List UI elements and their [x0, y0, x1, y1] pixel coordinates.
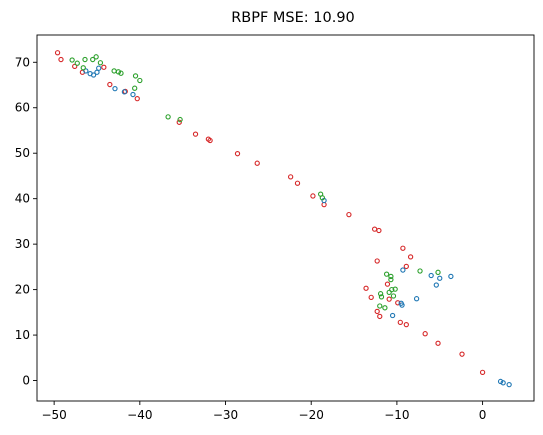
data-point-s0-14 [287, 174, 294, 180]
data-point-s1-16 [399, 302, 405, 308]
data-point-s0-12 [234, 151, 241, 157]
data-point-s0-11 [207, 137, 213, 144]
data-point-s0-21 [400, 245, 406, 251]
data-point-s0-28 [374, 308, 380, 315]
data-point-s0-29 [377, 313, 383, 320]
data-point-s0-34 [422, 331, 428, 337]
data-point-s2-2 [82, 56, 88, 63]
data-point-s0-15 [294, 180, 301, 186]
data-point-s2-29 [382, 305, 388, 311]
data-point-s2-20 [417, 268, 423, 274]
data-point-s0-7 [134, 96, 140, 102]
data-point-s2-17 [383, 271, 390, 277]
data-point-s0-30 [386, 296, 392, 302]
data-point-s2-25 [390, 293, 397, 299]
data-point-s0-32 [397, 319, 403, 325]
data-point-s0-16 [310, 193, 316, 199]
data-point-s1-11 [433, 282, 439, 288]
y-tick-label-1: 10 [15, 328, 30, 342]
data-point-s2-13 [165, 114, 171, 120]
data-point-s1-6 [121, 89, 128, 95]
data-point-s2-23 [392, 286, 398, 292]
data-point-s1-4 [96, 65, 102, 71]
data-point-s0-31 [395, 300, 401, 306]
x-tick-label-0: −50 [41, 408, 66, 422]
data-point-s2-12 [132, 85, 138, 91]
plot-frame [36, 34, 535, 402]
data-point-s0-5 [107, 81, 113, 88]
data-point-s2-26 [377, 291, 384, 297]
data-point-s0-37 [479, 369, 486, 376]
x-tick-label-2: −30 [213, 408, 238, 422]
data-point-s2-9 [118, 70, 124, 76]
y-tick-label-2: 20 [15, 283, 30, 297]
data-point-s2-28 [377, 303, 383, 309]
data-point-s0-36 [459, 351, 465, 357]
data-point-s1-7 [130, 91, 136, 98]
data-point-s0-4 [101, 64, 107, 70]
data-point-s1-20 [506, 381, 512, 388]
data-point-s1-19 [500, 380, 506, 386]
data-point-s0-9 [192, 131, 199, 137]
x-tick-label-1: −40 [127, 408, 152, 422]
data-point-s1-0 [83, 68, 89, 74]
data-point-s0-2 [72, 63, 78, 70]
x-tick-label-5: 0 [479, 408, 487, 422]
data-point-s1-12 [437, 275, 443, 281]
y-tick-label-0: 0 [22, 374, 30, 388]
data-point-s2-11 [137, 77, 143, 84]
data-point-s2-14 [177, 116, 183, 123]
data-point-s1-18 [497, 378, 504, 385]
data-point-s0-22 [407, 254, 414, 260]
data-point-s0-26 [368, 294, 374, 300]
data-point-s2-8 [115, 69, 122, 75]
data-point-s1-2 [90, 72, 97, 78]
data-point-s2-27 [378, 294, 385, 300]
data-point-s2-16 [319, 195, 325, 201]
data-point-s2-22 [389, 286, 395, 293]
data-point-s1-13 [448, 273, 454, 280]
x-axis: −50 −40 −30 −20 −10 0 [41, 401, 486, 422]
chart-title: RBPF MSE: 10.90 [231, 10, 355, 26]
y-axis: 0 10 20 30 40 50 60 70 [15, 55, 37, 388]
data-point-s0-8 [176, 119, 182, 125]
data-point-s0-0 [54, 50, 61, 56]
data-point-s2-1 [74, 60, 80, 66]
x-tick-label-3: −20 [299, 408, 324, 422]
data-point-s0-27 [384, 281, 391, 287]
data-point-s2-0 [69, 57, 75, 63]
data-point-s1-5 [112, 86, 118, 92]
data-point-s0-20 [376, 227, 382, 234]
y-tick-label-7: 70 [15, 55, 30, 69]
y-tick-label-5: 50 [15, 146, 30, 160]
data-point-s2-3 [90, 56, 96, 63]
data-point-s2-5 [97, 60, 104, 66]
data-point-s0-13 [254, 160, 260, 166]
data-point-s2-21 [435, 269, 441, 275]
x-tick-label-4: −10 [384, 408, 409, 422]
data-point-s0-24 [374, 258, 380, 264]
data-point-s1-17 [389, 312, 396, 319]
data-point-s2-24 [386, 289, 392, 295]
data-point-s1-14 [413, 296, 420, 302]
data-point-s2-19 [388, 276, 394, 283]
data-point-s1-9 [400, 267, 406, 273]
y-tick-label-6: 60 [15, 101, 30, 115]
data-point-s2-4 [93, 54, 99, 60]
y-tick-label-4: 40 [15, 192, 30, 206]
data-point-s0-18 [346, 211, 352, 218]
data-point-s0-25 [363, 285, 369, 291]
data-point-s1-10 [428, 272, 434, 279]
data-point-s2-10 [132, 73, 139, 79]
data-point-s2-6 [80, 65, 86, 71]
data-point-s0-23 [403, 263, 409, 270]
data-point-s0-1 [58, 56, 64, 63]
points-layer [54, 50, 512, 388]
data-point-s0-33 [403, 321, 409, 328]
data-point-s0-35 [435, 340, 441, 346]
data-point-s2-18 [388, 273, 394, 280]
y-tick-label-3: 30 [15, 237, 30, 251]
